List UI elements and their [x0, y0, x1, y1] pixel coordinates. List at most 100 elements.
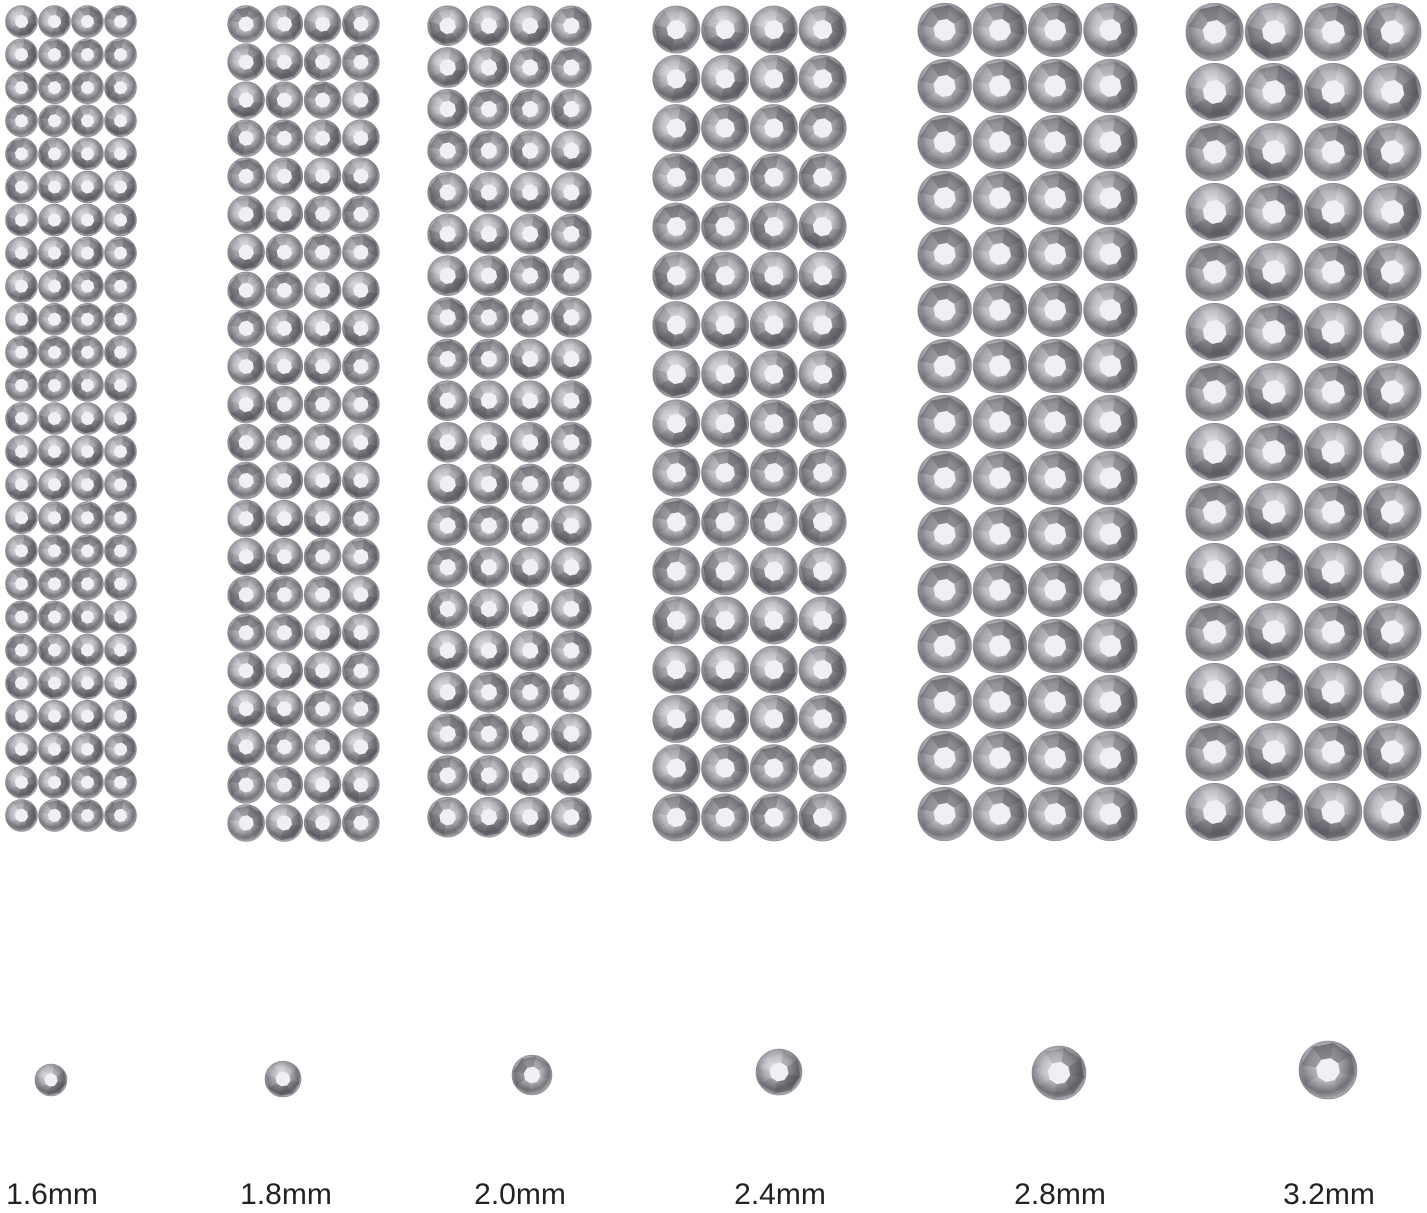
- rhinestone: [468, 546, 510, 588]
- rhinestone: [342, 157, 380, 195]
- rhinestone: [749, 596, 798, 645]
- rhinestone: [342, 423, 380, 462]
- rhinestone: [972, 114, 1027, 170]
- rhinestone: [1083, 674, 1138, 730]
- rhinestone: [265, 81, 304, 119]
- rhinestone: [427, 463, 468, 505]
- rhinestone: [265, 195, 304, 234]
- rhinestone: [749, 251, 798, 300]
- rhinestone: [104, 699, 137, 733]
- rhinestone: [5, 38, 38, 71]
- rhinestone: [303, 81, 342, 119]
- rhinestone: [104, 766, 137, 799]
- rhinestone: [652, 694, 701, 743]
- rhinestone: [342, 347, 380, 386]
- rhinestone: [227, 157, 265, 195]
- rhinestone: [551, 213, 592, 255]
- rhinestone: [701, 448, 750, 497]
- rhinestone: [701, 104, 750, 153]
- rhinestone: [71, 38, 104, 71]
- rhinestone: [972, 562, 1027, 618]
- rhinestone: [71, 104, 104, 138]
- rhinestone: [427, 755, 468, 796]
- rhinestone: [509, 213, 551, 255]
- rhinestone: [5, 402, 38, 435]
- rhinestone: [652, 399, 701, 448]
- rhinestone: [227, 119, 265, 157]
- rhinestone: [652, 5, 701, 54]
- rhinestone: [38, 336, 71, 369]
- rhinestone: [71, 732, 104, 766]
- rhinestone: [1083, 562, 1138, 618]
- rhinestone: [5, 567, 38, 601]
- rhinestone: [917, 170, 972, 226]
- rhinestone: [104, 501, 137, 535]
- rhinestone: [1083, 338, 1138, 394]
- rhinestone: [227, 537, 265, 576]
- rhinestone: [265, 385, 304, 424]
- rhinestone: [1185, 362, 1244, 422]
- rhinestone: [652, 301, 701, 349]
- rhinestone: [1363, 122, 1422, 182]
- rhinestone: [265, 499, 304, 538]
- rhinestone: [701, 153, 750, 202]
- rhinestone: [972, 58, 1027, 114]
- rhinestone: [1028, 506, 1083, 562]
- rhinestone: [303, 119, 342, 157]
- rhinestone: [71, 71, 104, 105]
- rhinestone: [509, 796, 551, 838]
- single-rhinestone-sample: [755, 1048, 803, 1096]
- rhinestone: [1028, 450, 1083, 506]
- rhinestone: [104, 468, 137, 501]
- rhinestone: [972, 730, 1027, 786]
- rhinestone: [509, 422, 551, 463]
- rhinestone: [1185, 2, 1244, 62]
- rhinestone: [104, 302, 137, 336]
- rhinestone: [104, 633, 137, 667]
- rhinestone: [509, 755, 551, 796]
- rhinestone: [1363, 662, 1422, 722]
- rhinestone: [71, 567, 104, 601]
- rhinestone: [652, 202, 701, 251]
- rhinestone: [71, 699, 104, 733]
- rhinestone: [265, 728, 304, 766]
- rhinestone: [342, 766, 380, 804]
- rhinestone: [917, 114, 972, 170]
- rhinestone: [104, 71, 137, 105]
- rhinestone: [1028, 58, 1083, 114]
- rhinestone: [71, 236, 104, 270]
- rhinestone: [303, 157, 342, 195]
- rhinestone: [917, 786, 972, 842]
- rhinestone: [5, 633, 38, 667]
- rhinestone: [551, 505, 592, 546]
- rhinestone: [5, 5, 38, 38]
- rhinestone: [468, 255, 510, 297]
- rhinestone: [551, 463, 592, 505]
- rhinestone: [104, 369, 137, 402]
- rhinestone: [342, 385, 380, 424]
- rhinestone: [1185, 542, 1244, 602]
- rhinestone: [917, 394, 972, 450]
- rhinestone: [38, 302, 71, 336]
- rhinestone: [1028, 618, 1083, 674]
- rhinestone: [303, 613, 342, 652]
- rhinestone: [749, 202, 798, 251]
- rhinestone: [1244, 182, 1303, 242]
- rhinestone: [509, 297, 551, 338]
- rhinestone: [342, 690, 380, 728]
- rhinestone: [1304, 242, 1363, 302]
- rhinestone: [509, 505, 551, 546]
- rhinestone: [71, 766, 104, 799]
- rhinestone: [427, 213, 468, 255]
- rhinestone: [71, 633, 104, 667]
- rhinestone: [1185, 242, 1244, 302]
- rhinestone: [749, 399, 798, 448]
- rhinestone: [509, 713, 551, 755]
- rhinestone: [509, 338, 551, 380]
- rhinestone: [749, 350, 798, 399]
- rhinestone: [5, 269, 38, 303]
- rhinestone: [917, 2, 972, 58]
- rhinestone: [468, 130, 510, 172]
- rhinestone: [265, 5, 304, 43]
- rhinestone: [1304, 662, 1363, 722]
